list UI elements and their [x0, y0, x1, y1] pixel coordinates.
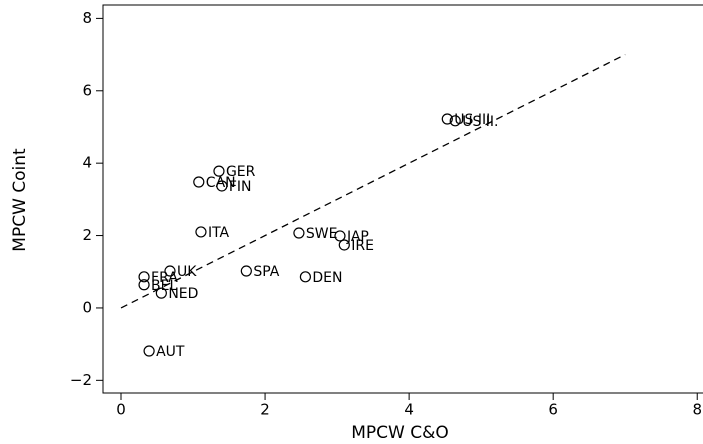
x-tick-label: 6 — [548, 401, 558, 419]
point-label: CAN — [206, 175, 236, 191]
y-tick-label: −2 — [70, 371, 92, 389]
point — [240, 265, 252, 277]
point-label: DEN — [312, 270, 342, 286]
point — [334, 230, 346, 242]
point-label: IRE — [351, 238, 374, 254]
point-label: US III — [454, 112, 490, 128]
x-axis-title: MPCW C&O — [351, 423, 449, 443]
point-label: AUT — [156, 344, 185, 360]
point — [449, 115, 461, 127]
x-tick-label: 2 — [260, 401, 270, 419]
y-tick-label: 6 — [82, 81, 92, 99]
point-label: FRA — [151, 270, 178, 286]
point-label: US II. — [462, 114, 498, 130]
point-label: JAP — [346, 229, 369, 245]
point — [138, 271, 150, 283]
point — [293, 227, 305, 239]
point-label: SPA — [253, 264, 279, 280]
point-label: ITA — [208, 225, 230, 241]
point — [441, 113, 453, 125]
point — [338, 239, 350, 251]
fit-line — [120, 54, 626, 309]
y-tick-label: 0 — [82, 298, 92, 316]
point-label: SWE — [306, 226, 338, 242]
point — [155, 287, 167, 299]
x-tick-label: 8 — [692, 401, 702, 419]
y-tick-label: 4 — [82, 154, 92, 172]
point-label: GER — [226, 164, 256, 180]
point — [193, 176, 205, 188]
point — [299, 271, 312, 283]
point — [143, 345, 155, 357]
y-tick-label: 2 — [82, 226, 92, 244]
x-tick-label: 0 — [116, 401, 126, 419]
point-label: FIN — [229, 179, 252, 195]
point — [164, 265, 176, 277]
point — [195, 226, 207, 238]
x-tick-label: 4 — [404, 401, 414, 419]
point — [138, 279, 150, 291]
point — [213, 165, 225, 177]
point-label: NED — [168, 286, 198, 302]
y-tick-label: 8 — [82, 9, 92, 27]
point — [216, 180, 228, 192]
y-axis-title: MPCW Coint — [10, 148, 30, 252]
point-label: UK — [177, 264, 197, 280]
plot-frame — [102, 4, 703, 394]
